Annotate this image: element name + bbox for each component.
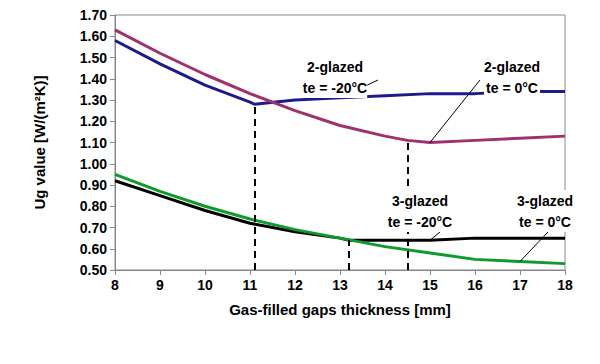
svg-text:3-glazed: 3-glazed bbox=[392, 193, 448, 209]
svg-text:16: 16 bbox=[467, 277, 483, 293]
svg-text:te = 0°C: te = 0°C bbox=[486, 80, 538, 96]
svg-text:1.50: 1.50 bbox=[80, 50, 107, 66]
svg-text:1.70: 1.70 bbox=[80, 7, 107, 23]
svg-text:0.90: 0.90 bbox=[80, 177, 107, 193]
svg-text:1.60: 1.60 bbox=[80, 28, 107, 44]
svg-text:1.40: 1.40 bbox=[80, 71, 107, 87]
svg-text:te = -20°C: te = -20°C bbox=[303, 80, 367, 96]
svg-text:2-glazed: 2-glazed bbox=[307, 59, 363, 75]
svg-text:8: 8 bbox=[111, 277, 119, 293]
svg-text:9: 9 bbox=[156, 277, 164, 293]
svg-text:1.20: 1.20 bbox=[80, 113, 107, 129]
svg-text:Gas-filled gaps thickness [mm]: Gas-filled gaps thickness [mm] bbox=[229, 301, 451, 318]
svg-text:te = -20°C: te = -20°C bbox=[388, 214, 452, 230]
svg-text:13: 13 bbox=[332, 277, 348, 293]
svg-text:14: 14 bbox=[377, 277, 393, 293]
svg-text:0.70: 0.70 bbox=[80, 220, 107, 236]
svg-text:17: 17 bbox=[512, 277, 528, 293]
svg-text:15: 15 bbox=[422, 277, 438, 293]
svg-text:18: 18 bbox=[557, 277, 573, 293]
svg-text:11: 11 bbox=[243, 277, 258, 293]
svg-text:0.80: 0.80 bbox=[80, 198, 107, 214]
svg-text:Ug value [W/(m²K)]: Ug value [W/(m²K)] bbox=[31, 75, 48, 209]
svg-text:te = 0°C: te = 0°C bbox=[519, 214, 571, 230]
svg-text:1.00: 1.00 bbox=[80, 156, 107, 172]
svg-text:1.30: 1.30 bbox=[80, 92, 107, 108]
svg-text:12: 12 bbox=[287, 277, 303, 293]
svg-text:0.60: 0.60 bbox=[80, 241, 107, 257]
svg-text:3-glazed: 3-glazed bbox=[517, 193, 573, 209]
svg-text:1.10: 1.10 bbox=[80, 135, 107, 151]
svg-text:10: 10 bbox=[197, 277, 213, 293]
svg-text:2-glazed: 2-glazed bbox=[484, 59, 540, 75]
svg-text:0.50: 0.50 bbox=[80, 262, 107, 278]
